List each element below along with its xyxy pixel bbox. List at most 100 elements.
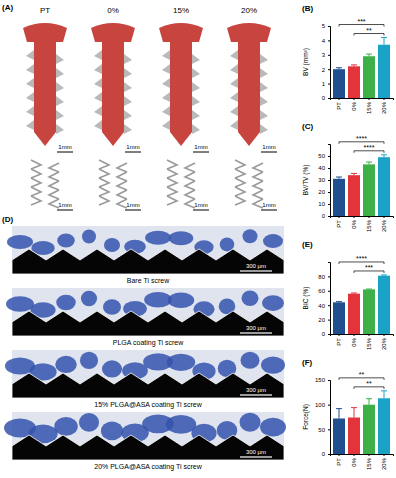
error-bar bbox=[351, 292, 357, 294]
bone-tissue bbox=[261, 357, 285, 374]
screw-shaft bbox=[238, 42, 260, 132]
screw-tip bbox=[102, 132, 124, 146]
bar bbox=[378, 398, 390, 454]
error-bar bbox=[351, 173, 357, 175]
bone-tissue bbox=[81, 291, 97, 307]
bone-tissue bbox=[57, 233, 75, 247]
screw-thread bbox=[230, 92, 238, 102]
bar-chart: (F)050100150PT0%15%20%Force(N)**** bbox=[302, 358, 394, 470]
y-axis: 01020304050 bbox=[318, 145, 330, 220]
significance-label: ** bbox=[366, 380, 372, 387]
screw-thread bbox=[192, 68, 200, 78]
y-tick-mark bbox=[328, 180, 330, 181]
screw-thread bbox=[230, 106, 238, 116]
screw-thread bbox=[230, 50, 238, 60]
y-tick-label: 0 bbox=[322, 213, 326, 219]
bar-chart: (B)012345PT0%15%20%BV (mm³)***** bbox=[302, 4, 394, 114]
scale-bar-label: 1mm bbox=[194, 202, 207, 208]
axis-line bbox=[331, 455, 394, 457]
screw-thread bbox=[94, 92, 102, 102]
y-tick-mark bbox=[328, 98, 330, 99]
bar bbox=[348, 175, 360, 216]
y-tick-mark bbox=[328, 168, 330, 169]
y-tick: 40 bbox=[318, 165, 330, 171]
y-tick-mark bbox=[328, 320, 330, 321]
axis-line bbox=[328, 145, 331, 217]
bar-chart: (C)01020304050PT0%15%20%BV/TV (%)*******… bbox=[302, 122, 394, 232]
y-tick-mark bbox=[328, 429, 330, 430]
x-axis: PT0%15%20% bbox=[331, 334, 394, 350]
y-tick-label: 100 bbox=[315, 402, 326, 408]
image-background bbox=[12, 226, 284, 274]
y-tick: 20 bbox=[318, 189, 330, 195]
error-bar bbox=[381, 38, 387, 45]
scale-bar bbox=[261, 152, 277, 153]
screw-thread bbox=[124, 82, 132, 92]
bar bbox=[333, 302, 345, 334]
panel-label: (C) bbox=[302, 122, 313, 131]
x-tick-label: 20% bbox=[381, 457, 387, 470]
y-tick-label: 150 bbox=[315, 377, 326, 383]
error-bar bbox=[381, 274, 387, 276]
screw-profile bbox=[12, 249, 284, 274]
axis-line bbox=[331, 99, 394, 101]
bone-tissue bbox=[262, 295, 284, 311]
panel-label: (E) bbox=[302, 240, 313, 249]
x-tick-mark bbox=[384, 334, 385, 336]
y-tick: 50 bbox=[318, 427, 330, 433]
screw-render: PT1mm1mm bbox=[23, 6, 73, 210]
scale-bar bbox=[125, 210, 141, 211]
bone-tissue bbox=[103, 299, 121, 315]
screw-shaft bbox=[34, 42, 56, 132]
y-tick: 4 bbox=[322, 38, 330, 44]
y-tick: 50 bbox=[318, 153, 330, 159]
axis-line bbox=[331, 335, 394, 337]
x-tick-label: 0% bbox=[351, 457, 357, 466]
y-tick-mark bbox=[328, 276, 330, 277]
bone-tissue bbox=[104, 238, 120, 252]
x-tick-mark bbox=[369, 98, 370, 100]
error-bar bbox=[336, 409, 342, 419]
bar bbox=[363, 164, 375, 216]
x-tick-mark bbox=[384, 216, 385, 218]
y-axis: 012345 bbox=[322, 23, 331, 101]
error-bar bbox=[366, 162, 372, 164]
y-tick-mark bbox=[328, 84, 330, 85]
y-tick-label: 30 bbox=[318, 177, 325, 183]
screw-tip bbox=[170, 132, 192, 146]
scale-bar-label: 1mm bbox=[262, 202, 275, 208]
bone-tissue bbox=[56, 295, 76, 311]
screw-tip bbox=[238, 132, 260, 146]
image-background bbox=[12, 412, 284, 460]
screw-thread bbox=[124, 124, 132, 134]
x-tick-label: 0% bbox=[351, 219, 357, 228]
screw-thread bbox=[26, 92, 34, 102]
error-bar bbox=[381, 391, 387, 398]
x-tick: PT bbox=[336, 98, 342, 110]
bone-tissue bbox=[167, 354, 196, 371]
y-tick-label: 50 bbox=[318, 427, 325, 433]
bone-tissue bbox=[169, 231, 194, 245]
x-tick: PT bbox=[336, 334, 342, 346]
significance-label: **** bbox=[356, 135, 367, 142]
y-tick-mark bbox=[328, 454, 330, 455]
y-tick-mark bbox=[328, 204, 330, 205]
scale-bar bbox=[57, 152, 73, 153]
y-tick-mark bbox=[328, 216, 330, 217]
screw-render: 20%1mm1mm bbox=[227, 6, 277, 210]
screw-thread bbox=[56, 96, 64, 106]
screw-thread bbox=[56, 82, 64, 92]
screw-thread bbox=[260, 68, 268, 78]
error-bar bbox=[351, 408, 357, 418]
screw-thread bbox=[260, 96, 268, 106]
error-bar bbox=[336, 177, 342, 179]
screw-thread bbox=[260, 110, 268, 120]
y-tick-label: 20 bbox=[318, 317, 325, 323]
y-tick-label: 2 bbox=[322, 67, 326, 73]
bar bbox=[363, 405, 375, 454]
bone-tissue bbox=[79, 413, 99, 432]
screw-thread bbox=[192, 124, 200, 134]
x-tick-label: PT bbox=[336, 458, 342, 466]
screw-thread bbox=[26, 50, 34, 60]
y-tick-label: 20 bbox=[318, 189, 325, 195]
